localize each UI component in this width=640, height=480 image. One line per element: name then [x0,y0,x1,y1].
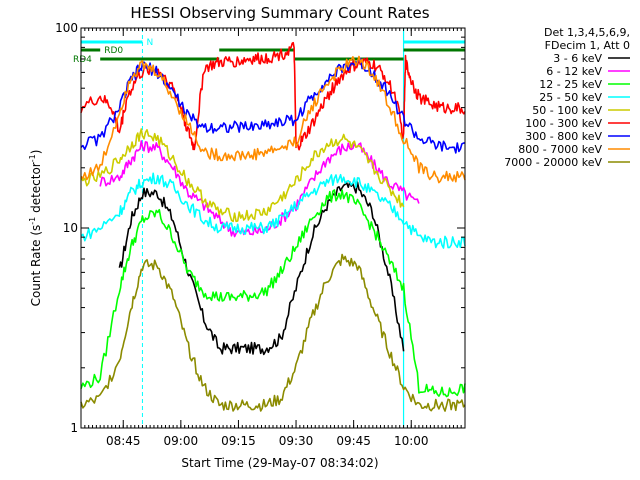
legend-item: 25 - 50 keV [539,91,630,104]
legend-item: 3 - 6 keV [553,52,630,65]
x-tick-label-3: 09:30 [279,434,314,448]
x-tick-label-2: 09:15 [221,434,256,448]
y-axis-label: Count Rate (s-1 detector-1) [28,150,43,307]
flag-label-rd4: RD4 [73,55,92,65]
legend-item: 7000 - 20000 keV [504,156,630,169]
legend-item: 100 - 300 keV [525,117,630,130]
series-line-25-50-kev [80,172,466,249]
legend-item: 50 - 100 keV [532,104,630,117]
legend-label: 300 - 800 keV [525,130,602,143]
y-tick-label-0: 1 [70,421,78,435]
series-line-7000-20000-kev [80,253,466,412]
legend-label: 800 - 7000 keV [518,143,602,156]
legend-label: 100 - 300 keV [525,117,602,130]
legend-label: 3 - 6 keV [553,52,602,65]
series-layer [80,41,466,412]
legend: Det 1,3,4,5,6,9,FDecim 1, Att 03 - 6 keV… [504,26,630,169]
legend-label: 25 - 50 keV [539,91,602,104]
y-tick-label-1: 10 [63,221,78,235]
flag-label-n: N [146,38,153,48]
legend-label: 6 - 12 keV [546,65,602,78]
legend-item: 800 - 7000 keV [518,143,630,156]
legend-item: 12 - 25 keV [539,78,630,91]
legend-header-line-0: Det 1,3,4,5,6,9, [544,26,630,39]
y-axis-ticks: 1 10 100 [55,21,465,435]
legend-label: 7000 - 20000 keV [504,156,602,169]
legend-item: 300 - 800 keV [525,130,630,143]
legend-label: 50 - 100 keV [532,104,602,117]
series-line-800-7000-kev [80,55,466,184]
flag-label-rd0: RD0 [104,46,123,56]
legend-header-line-1: FDecim 1, Att 0 [545,39,630,52]
chart-title: HESSI Observing Summary Count Rates [130,4,429,22]
legend-label: 12 - 25 keV [539,78,602,91]
observing-flags: N RD0 RD4 [73,38,465,65]
x-axis-ticks: 08:45 09:00 09:15 09:30 09:45 10:00 [84,28,462,448]
x-tick-label-5: 10:00 [394,434,429,448]
x-tick-label-0: 08:45 [106,434,141,448]
x-axis-label: Start Time (29-May-07 08:34:02) [181,456,378,470]
series-line-12-25-kev [80,189,466,398]
y-tick-label-2: 100 [55,21,78,35]
legend-item: 6 - 12 keV [546,65,630,78]
series-line-50-100-kev [80,128,405,223]
series-line-3-6-kev [118,181,405,356]
x-tick-label-1: 09:00 [164,434,199,448]
x-tick-label-4: 09:45 [336,434,371,448]
